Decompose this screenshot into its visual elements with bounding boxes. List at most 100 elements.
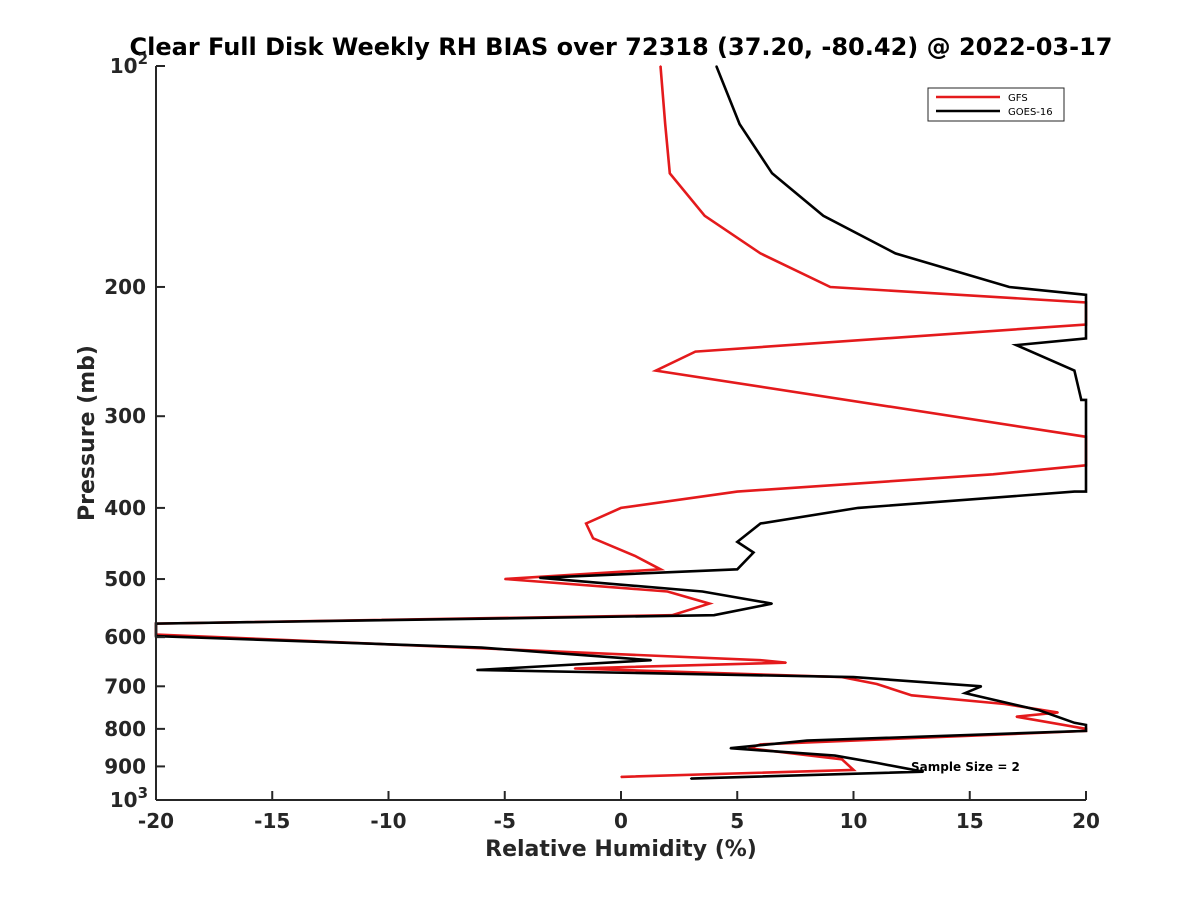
data-point-goes-16: [480, 646, 483, 649]
x-axis-ticks: -20 -15 -10 -5 0 5 10 15 20: [138, 791, 1100, 833]
data-point-goes-16: [922, 770, 925, 773]
data-point-goes-16: [771, 172, 773, 175]
legend-label-gfs: GFS: [1008, 93, 1028, 104]
data-point-goes-16: [1073, 490, 1076, 493]
y-tick-label: 600: [104, 625, 146, 649]
data-point-goes-16: [713, 614, 715, 616]
y-tick-label-exponent: 3: [138, 784, 148, 802]
x-tick-label: -20: [138, 809, 174, 833]
data-point-gfs: [620, 776, 622, 778]
y-tick-label: 102: [110, 50, 148, 78]
y-tick-label: 200: [104, 275, 146, 299]
data-point-goes-16: [1008, 286, 1011, 288]
series-line-gfs: [154, 65, 1088, 779]
data-point-gfs: [785, 661, 787, 664]
data-point-goes-16: [1038, 709, 1041, 712]
data-point-goes-16: [738, 123, 741, 125]
x-tick-label: 5: [730, 809, 744, 833]
data-point-goes-16: [1085, 294, 1087, 296]
data-point-gfs: [759, 252, 762, 255]
data-point-goes-16: [1073, 369, 1076, 372]
data-point-goes-16: [650, 659, 653, 662]
data-point-gfs: [659, 65, 662, 67]
sample-size-annotation: Sample Size = 2: [911, 760, 1020, 774]
legend-box: [927, 87, 1065, 122]
data-point-goes-16: [1080, 399, 1083, 401]
data-point-goes-16: [980, 685, 983, 688]
data-point-gfs: [910, 694, 913, 697]
data-point-gfs: [875, 683, 878, 685]
series-line-goes-16: [154, 65, 1088, 780]
data-point-goes-16: [701, 590, 704, 593]
data-point-gfs: [708, 602, 711, 605]
plot-area: -20 -15 -10 -5 0 5 10 15 20 10220030040050060070…: [104, 50, 1100, 833]
data-point-gfs: [759, 659, 762, 662]
y-tick-label: 700: [104, 674, 146, 698]
y-tick-label: 103: [110, 784, 148, 812]
data-point-gfs: [669, 172, 671, 175]
data-point-gfs: [1015, 715, 1018, 718]
data-point-goes-16: [1085, 490, 1087, 493]
y-tick-label-base: 10: [110, 788, 138, 812]
data-point-goes-16: [857, 507, 859, 509]
y-tick-label: 800: [104, 717, 146, 741]
x-axis-label: Relative Humidity (%): [485, 837, 757, 862]
x-tick-label: 20: [1072, 809, 1100, 833]
x-tick-label: -5: [494, 809, 516, 833]
data-point-gfs: [664, 123, 666, 125]
data-point-gfs: [592, 537, 594, 540]
data-point-gfs: [829, 286, 832, 288]
data-point-goes-16: [1073, 722, 1076, 724]
data-point-goes-16: [806, 739, 808, 742]
data-point-gfs: [666, 590, 669, 593]
legend-label-goes-16: GOES-16: [1008, 107, 1053, 118]
data-point-goes-16: [1085, 337, 1087, 340]
y-tick-label-base: 10: [110, 54, 138, 78]
data-point-goes-16: [715, 65, 718, 67]
x-tick-label: 15: [956, 809, 984, 833]
data-point-gfs: [852, 769, 855, 771]
data-point-goes-16: [1015, 344, 1018, 346]
data-point-goes-16: [964, 692, 966, 694]
x-tick-label: 0: [614, 809, 628, 833]
data-point-gfs: [992, 473, 994, 476]
data-point-gfs: [585, 522, 587, 525]
y-axis-label: Pressure (mb): [75, 345, 100, 521]
legend: GFS GOES-16: [927, 87, 1065, 122]
x-tick-label: -15: [254, 809, 290, 833]
data-point-goes-16: [1085, 730, 1087, 732]
data-point-goes-16: [875, 762, 878, 764]
data-point-gfs: [503, 578, 506, 580]
data-point-gfs: [634, 555, 636, 557]
y-tick-label: 900: [104, 754, 146, 778]
data-point-goes-16: [771, 602, 773, 605]
data-point-gfs: [573, 667, 576, 670]
x-tick-label: -10: [370, 809, 406, 833]
data-point-goes-16: [759, 522, 762, 525]
data-point-goes-16: [894, 252, 897, 255]
y-tick-label: 500: [104, 567, 146, 591]
y-tick-label: 400: [104, 496, 146, 520]
series-layer: [154, 65, 1088, 780]
y-tick-label-exponent: 2: [138, 50, 148, 68]
data-point-goes-16: [538, 576, 541, 579]
data-point-gfs: [620, 507, 622, 509]
data-point-goes-16: [1085, 724, 1087, 726]
data-point-goes-16: [852, 676, 855, 678]
x-tick-label: 10: [840, 809, 868, 833]
data-point-goes-16: [729, 747, 732, 749]
data-point-gfs: [736, 490, 739, 493]
data-point-gfs: [1057, 711, 1059, 714]
data-point-gfs: [659, 568, 662, 571]
data-point-goes-16: [822, 215, 825, 217]
data-point-goes-16: [834, 754, 836, 757]
data-point-goes-16: [689, 777, 692, 780]
data-point-goes-16: [476, 669, 478, 671]
data-point-goes-16: [752, 551, 755, 554]
data-point-gfs: [703, 215, 706, 217]
data-point-goes-16: [736, 568, 739, 571]
data-point-gfs: [694, 350, 697, 353]
y-tick-label: 300: [104, 404, 146, 428]
